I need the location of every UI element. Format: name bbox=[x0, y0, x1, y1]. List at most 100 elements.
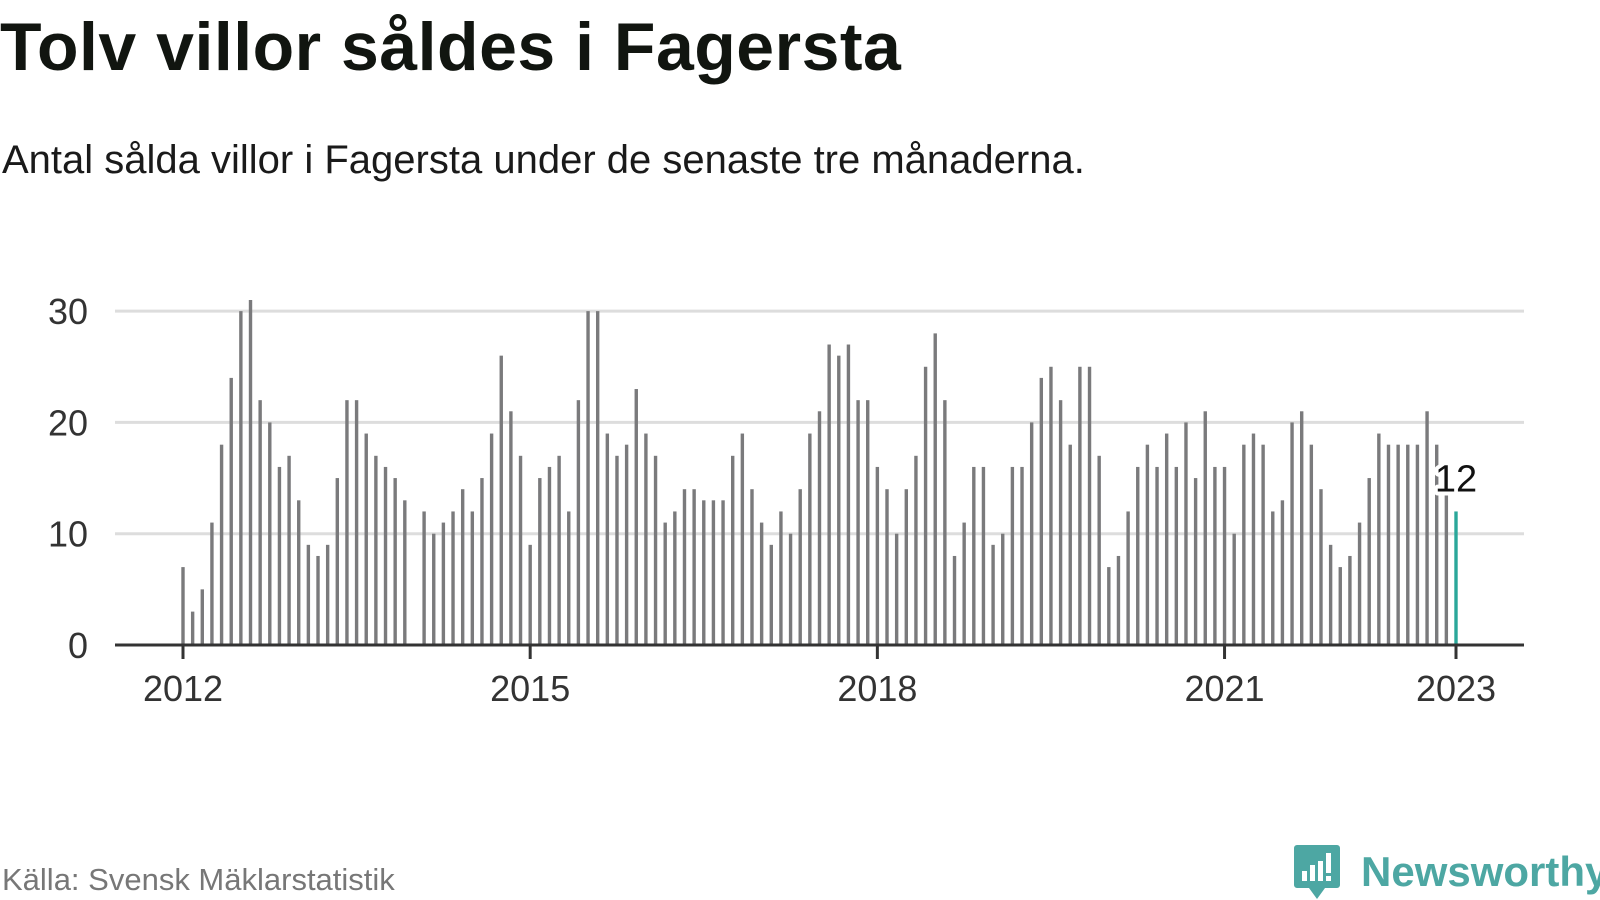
bar bbox=[1049, 366, 1053, 645]
bar bbox=[557, 455, 561, 645]
bar bbox=[779, 511, 783, 645]
bar bbox=[1222, 466, 1227, 645]
bar bbox=[837, 355, 841, 645]
bar bbox=[374, 455, 378, 645]
bar bbox=[808, 433, 812, 645]
y-tick-label: 10 bbox=[48, 514, 88, 555]
bar bbox=[1415, 444, 1420, 645]
brand-name: Newsworthy bbox=[1361, 848, 1600, 895]
bar bbox=[1425, 411, 1429, 645]
bar bbox=[567, 511, 571, 645]
bar bbox=[788, 533, 793, 645]
bar bbox=[615, 455, 619, 645]
x-tick-label: 2015 bbox=[490, 668, 570, 709]
bar bbox=[518, 455, 523, 645]
bar bbox=[268, 422, 272, 645]
bar bbox=[499, 355, 503, 645]
bar bbox=[306, 544, 311, 645]
bar bbox=[904, 489, 908, 645]
bar bbox=[644, 433, 648, 645]
x-tick-label: 2018 bbox=[837, 668, 917, 709]
bar bbox=[1078, 366, 1082, 645]
bar bbox=[1145, 444, 1150, 645]
bar bbox=[181, 567, 185, 645]
bar bbox=[721, 500, 725, 645]
bar bbox=[287, 455, 291, 645]
bar bbox=[1261, 444, 1265, 645]
x-tick-label: 2012 bbox=[143, 668, 223, 709]
bar bbox=[952, 555, 957, 645]
bar bbox=[1377, 433, 1381, 645]
bars bbox=[181, 300, 1458, 645]
bar bbox=[1232, 533, 1236, 645]
bar bbox=[1299, 411, 1304, 645]
bar bbox=[210, 522, 214, 645]
chart-title: Tolv villor såldes i Fagersta bbox=[0, 9, 902, 85]
y-tick-label: 30 bbox=[48, 291, 88, 332]
bar bbox=[248, 300, 253, 645]
bar bbox=[1155, 466, 1159, 645]
bar bbox=[769, 544, 773, 645]
bar bbox=[509, 411, 513, 645]
bar bbox=[258, 400, 262, 645]
bar bbox=[393, 478, 397, 645]
bar bbox=[586, 311, 590, 645]
bar bbox=[798, 489, 802, 645]
bar bbox=[1001, 533, 1005, 645]
bar bbox=[1396, 444, 1400, 645]
bar bbox=[759, 522, 764, 645]
bar bbox=[422, 511, 426, 645]
bar bbox=[1039, 377, 1044, 645]
bar bbox=[538, 478, 542, 645]
bar bbox=[1087, 366, 1092, 645]
bar bbox=[875, 466, 880, 645]
bar bbox=[1010, 466, 1015, 645]
bar bbox=[1203, 411, 1207, 645]
bar bbox=[1126, 511, 1130, 645]
bar bbox=[702, 500, 706, 645]
bar bbox=[1136, 466, 1140, 645]
bar bbox=[229, 377, 233, 645]
bar bbox=[1406, 444, 1410, 645]
bar bbox=[885, 489, 889, 645]
bar bbox=[335, 478, 340, 645]
bar bbox=[943, 400, 947, 645]
x-tick-label: 2021 bbox=[1184, 668, 1264, 709]
bar bbox=[528, 544, 532, 645]
bar bbox=[991, 544, 995, 645]
bar bbox=[1193, 478, 1198, 645]
bar bbox=[923, 366, 928, 645]
bar bbox=[1242, 444, 1246, 645]
bar bbox=[576, 400, 581, 645]
bar bbox=[624, 444, 629, 645]
bar bbox=[1290, 422, 1294, 645]
bar bbox=[345, 400, 349, 645]
chart-subtitle: Antal sålda villor i Fagersta under de s… bbox=[2, 138, 1085, 182]
data-label-highlight: 12 bbox=[1435, 458, 1477, 500]
bar bbox=[1328, 544, 1333, 645]
bar bbox=[403, 500, 407, 645]
bar bbox=[1367, 478, 1371, 645]
bar bbox=[1348, 555, 1352, 645]
bar bbox=[1444, 478, 1449, 645]
bar bbox=[239, 311, 243, 645]
bar-highlight bbox=[1454, 511, 1458, 645]
bar bbox=[663, 522, 667, 645]
source-note: Källa: Svensk Mäklarstatistik bbox=[2, 862, 395, 897]
bar bbox=[1068, 444, 1072, 645]
bar bbox=[1174, 466, 1179, 645]
bar bbox=[1338, 567, 1342, 645]
bar bbox=[692, 489, 696, 645]
bar bbox=[972, 466, 976, 645]
data-labels: 12 bbox=[1431, 454, 1481, 504]
bar bbox=[1309, 444, 1314, 645]
bar bbox=[605, 433, 610, 645]
bar bbox=[750, 489, 754, 645]
bar bbox=[894, 533, 899, 645]
bar bbox=[981, 466, 986, 645]
axes: 0 10 20 30 2012 2015 2018 2021 2023 bbox=[48, 291, 1524, 709]
bar bbox=[297, 500, 301, 645]
bar bbox=[595, 311, 600, 645]
bar bbox=[547, 466, 552, 645]
bar bbox=[1251, 433, 1256, 645]
